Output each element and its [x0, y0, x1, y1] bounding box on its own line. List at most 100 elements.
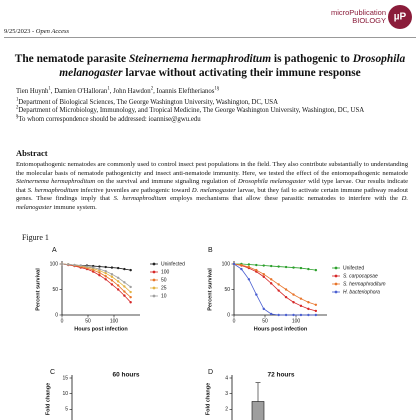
- survival-point: [116, 280, 120, 283]
- legend-label: Unifected: [343, 265, 364, 271]
- text-run: S. hermaphroditum: [113, 195, 167, 203]
- affiliation-sup: 2: [16, 106, 19, 112]
- survival-point: [60, 262, 64, 266]
- legend-label: H. bacteriophora: [343, 289, 380, 295]
- survival-point: [104, 265, 107, 269]
- x-tick-label: 0: [233, 318, 236, 324]
- x-axis-label: Hours post infection: [254, 326, 308, 332]
- survival-point: [104, 271, 107, 275]
- x-tick-label: 50: [85, 318, 91, 324]
- survival-point: [110, 283, 114, 286]
- survival-point: [110, 275, 114, 278]
- figure-label: Figure 1: [22, 233, 49, 242]
- author-sup: 1§: [214, 86, 220, 92]
- panel-letter: C: [50, 369, 55, 376]
- survival-point: [277, 283, 280, 286]
- survival-point: [116, 276, 120, 279]
- author-name: Damien O'Halloran: [54, 88, 108, 95]
- survival-point: [314, 268, 318, 272]
- survival-point: [129, 268, 132, 272]
- survival-point: [262, 307, 265, 311]
- panel-letter: A: [52, 247, 57, 254]
- survival-point: [247, 265, 251, 269]
- text-run: employs mechanisms that allow these para…: [166, 195, 402, 203]
- text-run: Drosophila melanogaster: [238, 178, 306, 186]
- survival-point: [277, 313, 280, 317]
- x-axis-label: Hours post infection: [74, 326, 128, 332]
- author-name: Ioannis Eleftherianos: [156, 88, 215, 95]
- survival-point: [240, 267, 243, 271]
- x-tick-label: 100: [292, 318, 301, 324]
- affiliation-text: Department of Biological Sciences, The G…: [18, 99, 278, 106]
- survival-point: [116, 284, 120, 287]
- survival-point: [123, 285, 126, 288]
- survival-point: [232, 262, 236, 266]
- legend-marker: [152, 270, 156, 274]
- panel-letter: D: [208, 369, 213, 376]
- logo-mark: µP: [394, 12, 407, 23]
- survival-point: [116, 266, 120, 270]
- survival-point: [98, 274, 101, 277]
- survival-line: [233, 263, 316, 306]
- text-run: Steinernema hermaphroditum: [16, 178, 96, 186]
- legend-marker: [152, 278, 156, 282]
- date-line: 9/25/2023 - Open Access: [4, 28, 69, 35]
- bar: [251, 401, 265, 420]
- affiliation: §To whom correspondence should be addres…: [16, 115, 408, 124]
- y-tick-label: 0: [227, 312, 230, 318]
- journal-logo-text: microPublication BIOLOGY: [331, 9, 386, 25]
- abstract-text: Entomopathogenic nematodes are commonly …: [16, 161, 408, 213]
- author-sup: 2: [150, 86, 154, 92]
- survival-point: [307, 307, 310, 311]
- panel-title: 72 hours: [267, 372, 294, 379]
- survival-point: [79, 264, 82, 267]
- text-run: infective juveniles are pathogenic towar…: [78, 186, 192, 194]
- survival-point: [314, 303, 318, 306]
- affiliation-text: Department of Microbiology, Immunology, …: [18, 107, 365, 115]
- survival-point: [284, 265, 288, 269]
- y-tick-label: 100: [50, 261, 59, 267]
- survival-point: [314, 309, 318, 313]
- text-run: Steinernema hermaphroditum: [128, 53, 272, 65]
- survival-point: [104, 269, 107, 273]
- legend-label: S. carpocapsae: [343, 273, 378, 279]
- survival-point: [314, 313, 318, 317]
- survival-point: [104, 278, 107, 281]
- survival-line: [233, 263, 316, 316]
- survival-point: [270, 264, 273, 268]
- survival-point: [110, 279, 114, 282]
- legend-label: S. hermaphroditum: [343, 281, 386, 287]
- survival-line: [234, 263, 316, 271]
- y-tick-label: 50: [52, 287, 58, 293]
- legend-label: 10: [161, 293, 167, 299]
- text-run: D. melanogaster: [16, 195, 408, 211]
- survival-point: [98, 267, 101, 271]
- survival-point: [299, 313, 303, 317]
- survival-point: [307, 313, 310, 317]
- survival-point: [284, 295, 288, 299]
- survival-point: [255, 293, 258, 296]
- survival-point: [262, 264, 265, 267]
- text-run: S. hermaphroditum: [27, 186, 79, 194]
- affiliation-text: To whom correspondence should be address…: [18, 115, 201, 123]
- survival-point: [110, 273, 114, 276]
- survival-point: [104, 275, 107, 278]
- text-run: wild type larvae. Our results indicate t…: [16, 178, 409, 194]
- x-tick-label: 50: [262, 318, 268, 324]
- survival-point: [98, 265, 101, 268]
- y-tick-label: 15: [62, 375, 68, 381]
- legend-marker: [152, 294, 156, 298]
- survival-point: [98, 271, 101, 274]
- authors: Tien Huynh1, Damien O'Halloran1, John Ha…: [16, 86, 220, 95]
- survival-point: [262, 273, 265, 276]
- survival-point: [123, 290, 126, 293]
- y-tick-label: 4: [225, 375, 228, 381]
- survival-point: [292, 266, 295, 269]
- survival-point: [270, 278, 273, 281]
- survival-point: [284, 288, 288, 291]
- text-run: D. melanogaster: [191, 186, 236, 194]
- legend-marker: [152, 286, 156, 290]
- survival-point: [299, 304, 303, 308]
- text-run: larvae, but they fail to activate certai…: [16, 186, 408, 203]
